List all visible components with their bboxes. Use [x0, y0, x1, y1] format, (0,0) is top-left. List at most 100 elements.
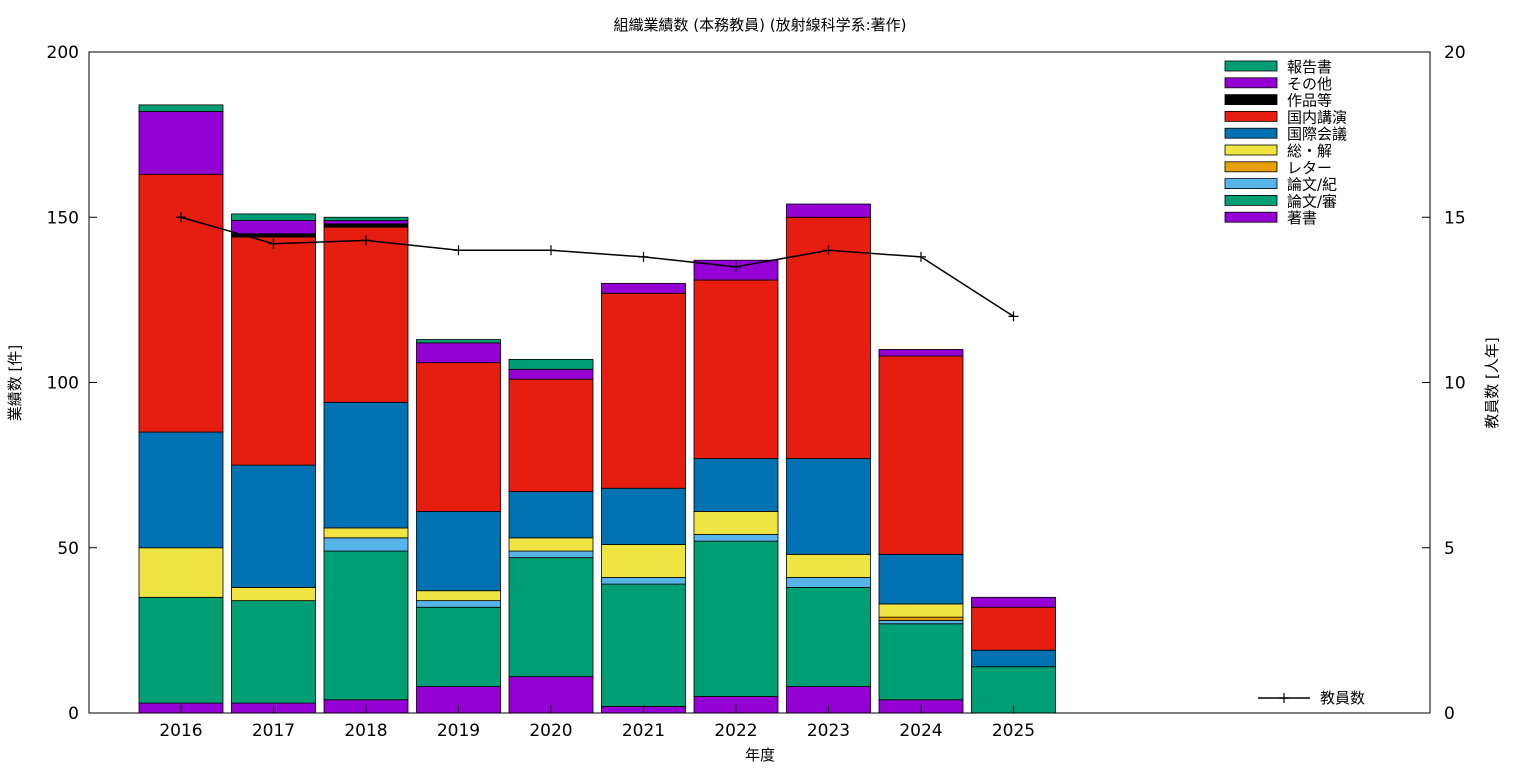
- bars-layer: [138, 104, 1056, 714]
- line-point-2019: [453, 245, 464, 256]
- legend-label-6: レター: [1287, 159, 1332, 177]
- legend-label-8: 論文/審: [1287, 192, 1337, 210]
- line-point-2022: [731, 261, 741, 272]
- y2-tick-label-0: 0: [1444, 704, 1455, 724]
- bar-2017-series-6: [231, 236, 316, 466]
- bar-2021-series-6: [601, 292, 686, 489]
- axes-layer: 0 50 100 150 200 0 5 10 15 20 2016 2017 2018 2019 2020…: [47, 43, 1466, 741]
- line-point-2018: [361, 235, 371, 246]
- legend-swatch-4: [1224, 127, 1278, 139]
- bar-2021-series-1: [601, 583, 686, 707]
- bar-2017-series-9: [231, 213, 316, 221]
- legend-label-9: 著書: [1287, 209, 1317, 227]
- bar-2016-series-4: [138, 547, 224, 598]
- line-point-2021: [638, 251, 649, 262]
- legend-label-4: 国際会議: [1287, 125, 1347, 143]
- y2-tick-label-10: 10: [1444, 374, 1466, 394]
- bar-2019-series-8: [416, 342, 501, 364]
- line-point-2024: [916, 251, 926, 262]
- legend-swatch-3: [1224, 111, 1278, 122]
- bar-2016-series-5: [138, 431, 224, 549]
- line-layer: [176, 212, 1019, 322]
- bar-2024-series-5: [878, 553, 964, 605]
- line-point-2017: [268, 238, 279, 249]
- bar-2023-series-5: [786, 458, 871, 555]
- bar-2019-series-1: [416, 606, 501, 687]
- x-tick-label-2021: 2021: [622, 721, 665, 741]
- bar-2020-series-6: [508, 378, 594, 492]
- x-tick-label-2018: 2018: [344, 721, 387, 741]
- bar-2019-series-2: [416, 600, 501, 608]
- y-tick-label-100: 100: [47, 374, 79, 394]
- legend-swatch-2: [1224, 94, 1278, 105]
- bar-2018-series-5: [323, 401, 409, 529]
- line-faculty-count: [180, 216, 1014, 318]
- bar-2020-series-1: [508, 557, 594, 678]
- bar-2024-series-3: [878, 616, 964, 621]
- y-axis-label: 業績数 [件]: [6, 345, 24, 421]
- bar-2020-series-9: [508, 358, 594, 370]
- x-tick-label-2022: 2022: [714, 721, 757, 741]
- line-point-2025: [1008, 311, 1019, 322]
- bar-2022-series-5: [693, 458, 779, 512]
- y-tick-label-150: 150: [47, 208, 79, 228]
- bar-2021-series-2: [601, 577, 686, 585]
- bar-2025-series-6: [971, 606, 1056, 651]
- bar-2025-series-8: [971, 596, 1056, 608]
- legend-swatch-9: [1224, 211, 1278, 223]
- bar-2018-series-9: [323, 216, 409, 221]
- bar-2020-series-5: [508, 491, 594, 539]
- y2-axis-label: 教員数 [人年]: [1483, 337, 1501, 428]
- bar-2023-series-2: [786, 577, 871, 588]
- bar-2018-series-6: [323, 226, 409, 403]
- y-tick-label-50: 50: [57, 539, 79, 559]
- bar-2023-series-1: [786, 587, 871, 687]
- bar-2017-series-1: [231, 600, 316, 704]
- bar-2018-series-2: [323, 537, 409, 552]
- legend-label-3: 国内講演: [1287, 108, 1347, 126]
- bar-2017-series-8: [231, 220, 316, 235]
- bar-2025-series-5: [971, 649, 1056, 668]
- bar-2018-series-7: [323, 223, 409, 228]
- legend-swatch-5: [1224, 144, 1278, 156]
- x-axis-label: 年度: [745, 746, 775, 764]
- legend-line-marker: [1279, 693, 1289, 703]
- legend-swatch-8: [1224, 194, 1278, 206]
- y-tick-label-200: 200: [47, 43, 79, 63]
- bar-2019-series-5: [416, 510, 501, 592]
- bar-2024-series-4: [878, 603, 964, 618]
- bar-2018-series-1: [323, 550, 409, 701]
- bar-2023-series-8: [786, 203, 871, 218]
- bar-2016-series-9: [138, 104, 224, 112]
- x-tick-label-2020: 2020: [529, 721, 572, 741]
- bar-2024-series-1: [878, 623, 964, 701]
- legend-label-7: 論文/紀: [1287, 176, 1337, 194]
- x-tick-label-2023: 2023: [807, 721, 850, 741]
- bar-2022-series-2: [693, 534, 779, 542]
- legend-label-5: 総・解: [1287, 142, 1332, 160]
- legend-label-0: 報告書: [1287, 58, 1332, 76]
- x-tick-label-2025: 2025: [992, 721, 1035, 741]
- legend-swatch-0: [1224, 60, 1278, 72]
- legend-swatch-6: [1224, 161, 1278, 173]
- legend-swatch-7: [1224, 178, 1278, 190]
- y2-tick-label-15: 15: [1444, 208, 1466, 228]
- bar-2021-series-5: [601, 487, 686, 545]
- bar-2021-series-4: [601, 544, 686, 578]
- bar-2018-series-8: [323, 220, 409, 225]
- bar-2020-series-8: [508, 368, 594, 380]
- bar-2020-series-4: [508, 537, 594, 552]
- bar-2018-series-4: [323, 527, 409, 539]
- chart-title: 組織業績数 (本務教員) (放射線科学系:著作): [614, 16, 907, 34]
- bar-2019-series-4: [416, 590, 501, 602]
- y2-tick-label-5: 5: [1444, 539, 1455, 559]
- line-point-2016: [176, 212, 186, 223]
- legend-line-label: 教員数: [1320, 689, 1365, 707]
- legend-label-2: 作品等: [1287, 92, 1332, 110]
- bar-2020-series-2: [508, 550, 594, 559]
- bar-2021-series-8: [601, 282, 686, 294]
- bar-2019-series-6: [416, 362, 501, 512]
- bar-2023-series-4: [786, 553, 871, 578]
